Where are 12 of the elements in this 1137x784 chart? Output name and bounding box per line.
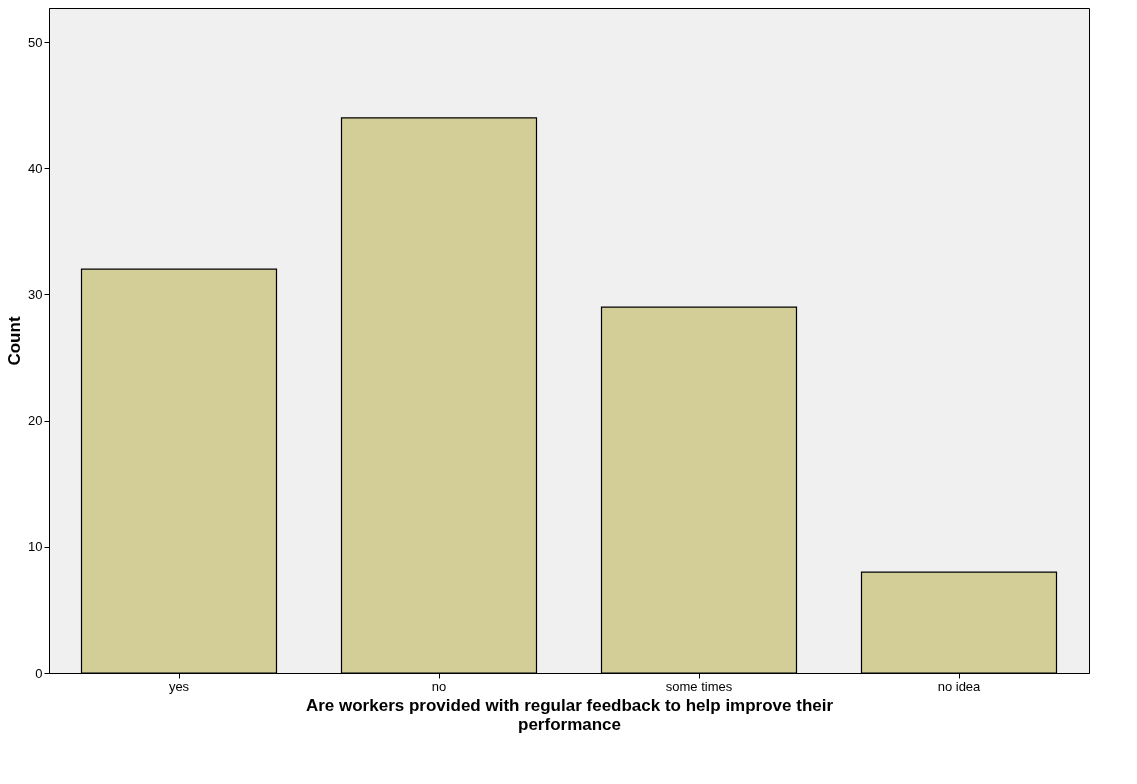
x-tick-label: some times bbox=[665, 678, 733, 694]
y-tick-label: 40 bbox=[28, 160, 43, 176]
y-tick-label: 50 bbox=[28, 34, 43, 50]
x-tick-label: no bbox=[431, 678, 447, 694]
y-tick-label: 10 bbox=[28, 539, 43, 555]
y-tick-label: 30 bbox=[28, 286, 43, 302]
x-axis-title: Are workers provided with regular feedback to help improve their performance bbox=[305, 695, 834, 734]
x-tick-label: yes bbox=[168, 678, 190, 694]
x-tick-label: no idea bbox=[937, 678, 982, 694]
y-tick-label: 20 bbox=[28, 413, 43, 429]
y-axis-title: Count bbox=[5, 316, 25, 366]
y-tick-label: 0 bbox=[35, 665, 43, 681]
